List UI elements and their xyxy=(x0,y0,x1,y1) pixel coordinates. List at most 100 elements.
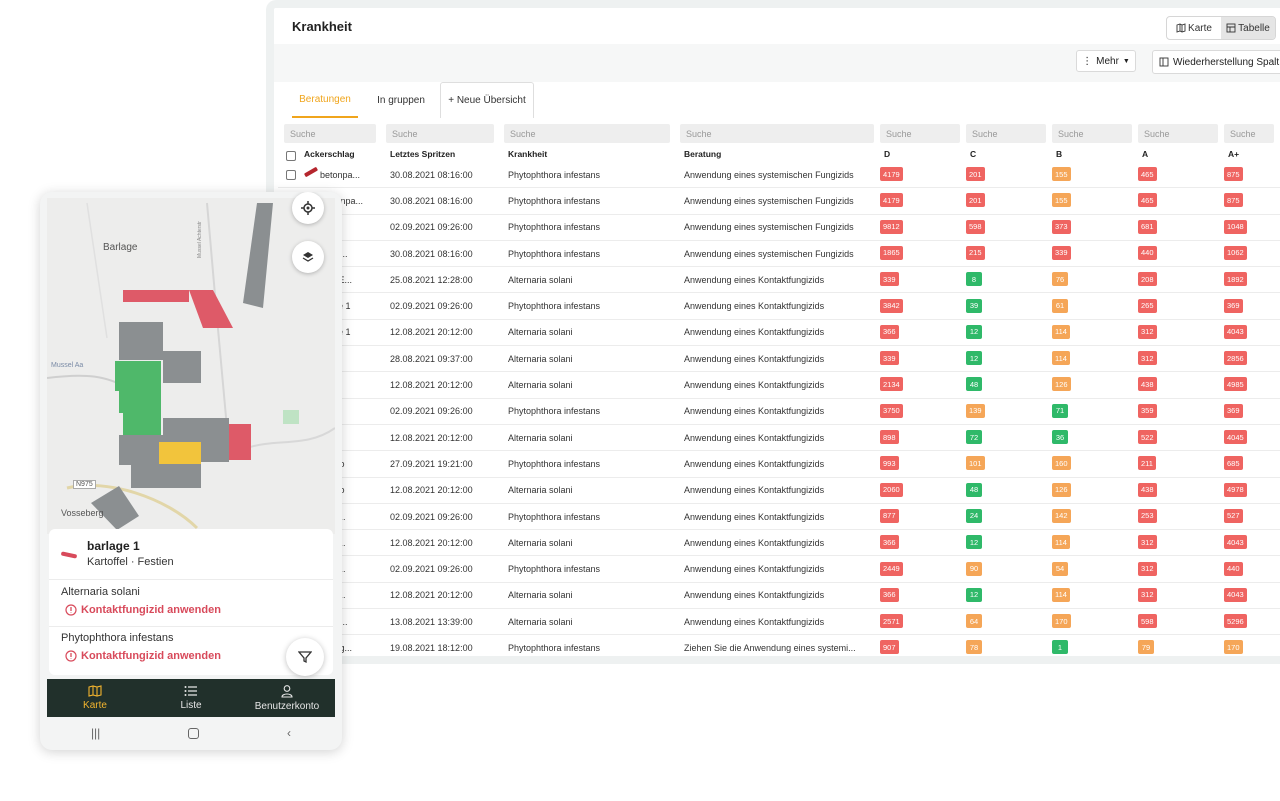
c-risk-badge: 8 xyxy=(966,272,982,287)
table-row[interactable]: etonpa... 30.08.2021 08:16:00 Phytophthora… xyxy=(278,188,1280,215)
disease-col-header[interactable]: Krankheit xyxy=(508,149,548,159)
tabelle-toggle-label: Tabelle xyxy=(1238,22,1270,34)
d-col-header[interactable]: D xyxy=(884,149,891,159)
row-checkbox[interactable] xyxy=(286,170,296,180)
b-col-header[interactable]: B xyxy=(1056,149,1063,159)
restore-columns-button[interactable]: Wiederherstellung Spalt xyxy=(1152,50,1280,74)
nav-benutzerkonto[interactable]: Benutzerkonto xyxy=(239,679,335,717)
disease-cell: Alternaria solani xyxy=(508,432,573,443)
date-cell: 02.09.2021 09:26:00 xyxy=(390,222,473,233)
map-label-road-n975: N975 xyxy=(73,480,96,489)
nav-liste[interactable]: Liste xyxy=(143,679,239,717)
advice-cell: Anwendung eines Kontaktfungizids xyxy=(684,616,825,627)
map-view[interactable]: Barlage Mussel Aa Vosseberg N975 Mussel … xyxy=(47,192,335,534)
advice-cell: Anwendung eines Kontaktfungizids xyxy=(684,511,825,522)
b-risk-badge: 170 xyxy=(1052,614,1071,629)
c-col-header[interactable]: C xyxy=(970,149,977,159)
d-col-search-input[interactable]: Suche xyxy=(880,124,960,143)
disease-cell: Phytophthora infestans xyxy=(508,564,601,575)
layers-button[interactable] xyxy=(292,241,324,273)
tab-in-gruppen[interactable]: In gruppen xyxy=(377,94,425,106)
a-col-search-input[interactable]: Suche xyxy=(1138,124,1218,143)
field-color-swatch xyxy=(60,551,78,559)
b-risk-badge: 61 xyxy=(1052,298,1068,313)
disease-col-search-input[interactable]: Suche xyxy=(504,124,670,143)
a-plus-col-header[interactable]: A+ xyxy=(1228,149,1240,159)
date-cell: 28.08.2021 09:37:00 xyxy=(390,353,473,364)
a-plus-risk-badge: 4043 xyxy=(1224,324,1247,339)
table-row[interactable]: betonpa... 30.08.2021 08:16:00 Phytophthor… xyxy=(278,162,1280,189)
disease-cell: Phytophthora infestans xyxy=(508,195,601,206)
recent-apps-icon[interactable]: ||| xyxy=(90,726,101,740)
date-col-search-input[interactable]: Suche xyxy=(386,124,494,143)
c-risk-badge: 64 xyxy=(966,614,982,629)
karte-toggle-button[interactable]: Karte xyxy=(1167,17,1221,39)
c-risk-badge: 101 xyxy=(966,456,985,471)
alert-circle-icon xyxy=(65,604,77,616)
table-row[interactable]: 02.09.2021 09:26:00 Phytophthora infestan… xyxy=(278,215,1280,241)
a-plus-risk-badge: 1892 xyxy=(1224,272,1247,287)
disease-name: Phytophthora infestans xyxy=(61,632,174,644)
a-plus-risk-badge: 4978 xyxy=(1224,482,1247,497)
field-col-search-input[interactable]: Suche xyxy=(284,124,376,143)
tabelle-toggle-button[interactable]: Tabelle xyxy=(1221,17,1275,39)
map-label-mussel-aa: Mussel Aa xyxy=(51,362,84,369)
c-risk-badge: 72 xyxy=(966,430,982,444)
divider xyxy=(49,626,333,627)
a-plus-risk-badge: 170 xyxy=(1224,640,1243,655)
filter-button[interactable] xyxy=(286,638,324,676)
advice-col-header[interactable]: Beratung xyxy=(684,149,722,159)
advice-cell: Anwendung eines Kontaktfungizids xyxy=(684,485,825,496)
a-risk-badge: 265 xyxy=(1138,298,1157,313)
new-overview-tab-button[interactable]: + Neue Übersicht xyxy=(440,82,534,118)
a-risk-badge: 438 xyxy=(1138,377,1157,392)
d-risk-badge: 2449 xyxy=(880,561,903,576)
advice-col-search-input[interactable]: Suche xyxy=(680,124,874,143)
locate-button[interactable] xyxy=(292,192,324,224)
nav-karte[interactable]: Karte xyxy=(47,679,143,717)
home-icon[interactable] xyxy=(188,727,200,739)
back-icon[interactable]: ‹ xyxy=(287,726,292,740)
a-plus-risk-badge: 4043 xyxy=(1224,587,1247,602)
d-risk-badge: 907 xyxy=(880,640,899,655)
c-risk-badge: 12 xyxy=(966,324,982,339)
a-col-header[interactable]: A xyxy=(1142,149,1149,159)
field-col-header[interactable]: Ackerschlag xyxy=(304,149,355,159)
nav-benutzerkonto-label: Benutzerkonto xyxy=(254,700,320,712)
c-col-search-input[interactable]: Suche xyxy=(966,124,1046,143)
field-detail-card[interactable]: barlage 1 Kartoffel · Festien Alternaria… xyxy=(49,529,333,675)
desktop-window: Krankheit Karte Tabelle ⋮ Mehr ▼ Wiederh… xyxy=(266,0,1280,664)
b-risk-badge: 1 xyxy=(1052,640,1068,655)
a-plus-risk-badge: 5296 xyxy=(1224,614,1247,629)
select-all-checkbox[interactable] xyxy=(286,151,296,161)
a-plus-risk-badge: 4045 xyxy=(1224,430,1247,444)
advice-cell: Anwendung eines systemischen Fungizids xyxy=(684,222,854,233)
date-col-header[interactable]: Letztes Spritzen xyxy=(390,149,456,159)
advice-cell: Anwendung eines systemischen Fungizids xyxy=(684,195,854,206)
c-risk-badge: 215 xyxy=(966,245,985,260)
desktop-header: Krankheit Karte Tabelle xyxy=(274,8,1280,44)
date-cell: 27.09.2021 19:21:00 xyxy=(390,458,473,469)
b-col-search-input[interactable]: Suche xyxy=(1052,124,1132,143)
advice-cell: Anwendung eines Kontaktfungizids xyxy=(684,537,825,548)
disease-cell: Phytophthora infestans xyxy=(508,222,601,233)
tab-beratungen[interactable]: Beratungen xyxy=(292,82,358,118)
more-button[interactable]: ⋮ Mehr ▼ xyxy=(1076,50,1136,72)
table-row[interactable]: 12.08.2021 20:12:00 Alternaria solani Anwe… xyxy=(278,372,1280,399)
a-plus-col-search-input[interactable]: Suche xyxy=(1224,124,1274,143)
